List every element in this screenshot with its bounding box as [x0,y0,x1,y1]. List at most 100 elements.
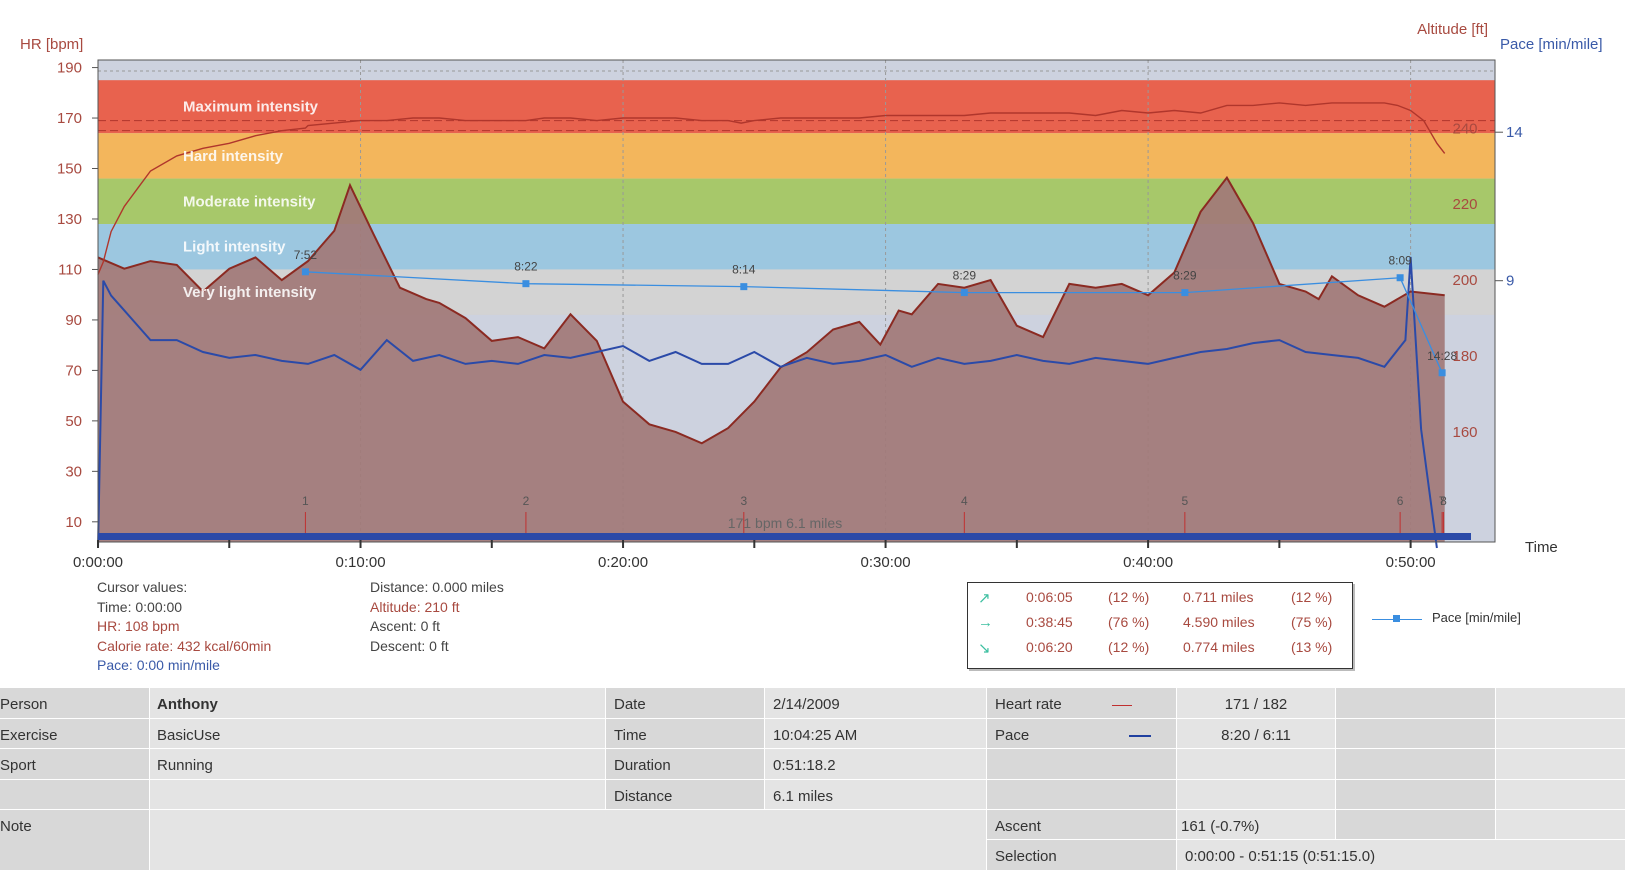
hr-tick-label: 50 [65,413,82,430]
duration-value: 0:51:18.2 [765,749,987,780]
ascent-summary-box: ↗ 0:06:05 (12 %) 0.711 miles (12 %) → 0:38:45 (… [967,582,1353,669]
distance-label: Distance [606,780,765,810]
empty-cell [1336,810,1496,840]
person-value[interactable]: Anthony [150,688,606,719]
empty-cell [1496,780,1626,810]
summary-distance-percent: (13 %) [1291,639,1333,655]
hr-tick-label: 10 [65,514,82,531]
lap-number: 3 [740,494,747,508]
summary-distance: 4.590 miles [1183,614,1255,630]
empty-cell [1177,749,1336,780]
lap-markers: 1 2 3 4 5 6 78 [302,494,1447,533]
altitude-area [98,177,1445,542]
heart-rate-label: Heart rate [987,688,1177,719]
summary-distance-percent: (12 %) [1291,589,1333,605]
altitude-tick-label: 180 [1452,348,1477,365]
date-label: Date [606,688,765,719]
lap-number: 6 [1397,494,1404,508]
trend-flat-icon: → [978,614,993,631]
sport-value[interactable]: Running [150,749,606,780]
bottom-caption: 171 bpm 6.1 miles [728,515,842,531]
time-label: Time [606,719,765,749]
summary-time: 0:38:45 [1026,614,1073,630]
cursor-heading: Cursor values: [97,579,188,595]
empty-cell [1496,749,1626,780]
summary-time-percent: (12 %) [1108,639,1150,655]
hr-tick-label: 110 [58,261,82,278]
summary-distance: 0.711 miles [1183,589,1254,605]
cursor-hr: HR: 108 bpm [97,618,180,634]
time-value[interactable]: 10:04:25 AM [765,719,987,749]
lap-number: 4 [961,494,968,508]
cursor-distance: Distance: 0.000 miles [370,579,504,595]
legend-marker [1393,615,1400,622]
lap-pace-label: 8:14 [732,263,756,277]
time-tick-label: 0:10:00 [336,554,386,571]
lap-pace-point [1181,289,1189,297]
hr-tick-label: 90 [65,312,82,329]
cursor-time: Time: 0:00:00 [97,598,183,615]
summary-distance: 0.774 miles [1183,639,1255,655]
empty-cell [1336,749,1496,780]
trend-down-icon: ↘ [978,640,991,657]
heart-rate-line-swatch [1111,704,1132,706]
summary-time-percent: (12 %) [1108,589,1150,605]
exercise-chart[interactable]: Maximum intensity Hard intensity Moderate … [0,0,1626,575]
plot-border [97,59,1496,543]
date-value[interactable]: 2/14/2009 [765,688,987,719]
pace-value: 8:20 / 6:11 [1177,719,1336,749]
heart-rate-label-text: Heart rate [995,696,1062,713]
hr-tick-label: 70 [65,362,82,379]
cursor-values-panel-2: Distance: 0.000 miles Altitude: 210 ft A… [370,578,504,656]
time-tick-label: 0:00:00 [73,554,123,571]
empty-cell [1496,719,1626,749]
exercise-label: Exercise [0,719,150,749]
time-tick-label: 0:50:00 [1386,554,1436,571]
summary-distance-percent: (75 %) [1291,614,1333,630]
legend-label: Pace [min/mile] [1432,610,1521,625]
lap-number: 1 [302,494,309,508]
time-range-bar[interactable] [98,533,1471,540]
cursor-calorie: Calorie rate: 432 kcal/60min [97,637,272,654]
time-tick-label: 0:40:00 [1123,554,1173,571]
summary-time: 0:06:05 [1026,589,1073,605]
lap-pace-series: 7:52 8:22 8:14 8:29 8:29 8:09 14:28 [294,248,1457,377]
selection-value: 0:00:00 - 0:51:15 (0:51:15.0) [1177,840,1626,871]
lap-number: 8 [1440,494,1447,508]
hr-tick-label: 150 [57,161,82,178]
empty-cell [1336,780,1496,810]
zone-band [98,178,1495,225]
lap-pace-label: 14:28 [1427,349,1457,363]
person-label: Person [0,688,150,719]
pace-line-swatch [1129,735,1152,738]
lap-pace-label: 8:22 [514,260,538,274]
sport-label: Sport [0,749,150,780]
altitude-tick-label: 220 [1452,196,1477,213]
empty-cell [987,749,1177,780]
lap-pace-point [740,283,748,291]
pace-axis-title: Pace [min/mile] [1500,36,1603,53]
altitude-tick-label: 160 [1452,424,1477,441]
summary-row: → 0:38:45 (76 %) 4.590 miles (75 %) [968,612,1352,636]
exercise-value[interactable]: BasicUse [150,719,606,749]
summary-row: ↗ 0:06:05 (12 %) 0.711 miles (12 %) [968,587,1352,611]
chart-axes: 1901701501301109070503010240220200180160… [57,60,1523,571]
lap-number: 5 [1182,494,1189,508]
ascent-label: Ascent [987,810,1177,840]
heart-rate-value: 171 / 182 [1177,688,1336,719]
empty-cell [987,780,1177,810]
zone-label: Moderate intensity [183,193,316,210]
altitude-tick-label: 200 [1452,272,1477,289]
zone-label: Hard intensity [183,148,284,165]
cursor-values-panel: Cursor values: Time: 0:00:00 HR: 108 bpm… [97,578,271,676]
altitude-axis-title: Altitude [ft] [1417,21,1488,38]
duration-label: Duration [606,749,765,780]
note-value[interactable] [150,810,987,871]
pace-tick-label: 14 [1506,124,1523,141]
zone-band [98,133,1495,179]
pace-tick-label: 9 [1506,273,1514,290]
altitude-tick-label: 240 [1452,120,1477,137]
empty-cell [1336,719,1496,749]
lap-pace-label: 7:52 [294,248,318,262]
cursor-altitude: Altitude: 210 ft [370,598,460,615]
